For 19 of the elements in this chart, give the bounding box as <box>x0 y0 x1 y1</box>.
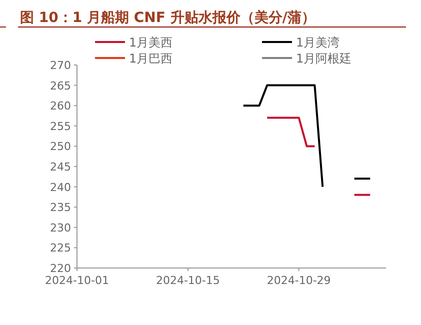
y-tick-label: 230 <box>50 221 71 234</box>
y-tick-label: 245 <box>50 160 71 174</box>
chart-title: 图 10：1 月船期 CNF 升贴水报价（美分/蒲） <box>20 9 316 26</box>
x-tick-label: 2024-10-01 <box>45 274 109 287</box>
legend-label: 1月美西 <box>129 36 173 50</box>
x-tick-label: 2024-10-29 <box>266 274 331 287</box>
legend-label: 1月美湾 <box>296 36 340 50</box>
y-tick-label: 235 <box>50 201 71 214</box>
y-tick-label: 265 <box>50 79 71 92</box>
y-tick-label: 270 <box>50 59 71 72</box>
y-tick-label: 250 <box>50 140 71 154</box>
y-tick-label: 220 <box>50 262 71 275</box>
y-tick-label: 225 <box>50 242 71 255</box>
y-tick-label: 255 <box>50 120 71 133</box>
x-tick-label: 2024-10-15 <box>156 274 220 287</box>
legend-label: 1月巴西 <box>129 52 173 66</box>
y-tick-label: 240 <box>50 180 71 194</box>
y-tick-label: 260 <box>50 100 71 113</box>
legend-label: 1月阿根廷 <box>296 52 352 66</box>
